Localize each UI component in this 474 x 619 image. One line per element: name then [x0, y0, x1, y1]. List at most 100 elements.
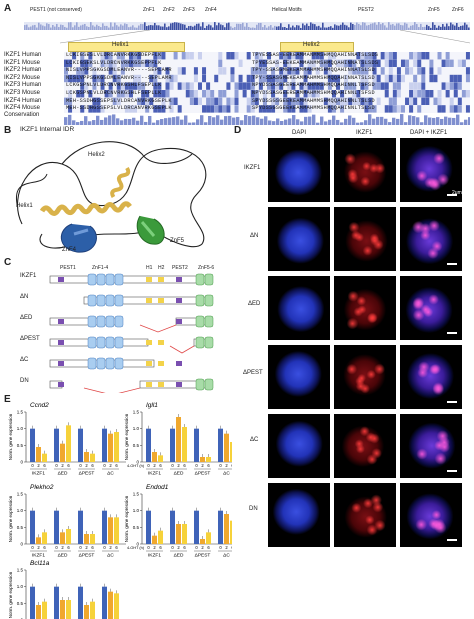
align-cell	[92, 74, 97, 83]
expression-bar	[36, 605, 41, 619]
track-tick	[154, 22, 156, 30]
align-cell	[327, 97, 332, 105]
align-cell	[145, 97, 150, 105]
conservation-bar	[416, 117, 420, 125]
track-tick	[114, 22, 116, 30]
align-cell	[417, 59, 422, 67]
align-cell	[372, 67, 377, 75]
align-cell	[169, 105, 174, 113]
y-tick-label: 1.5	[17, 410, 24, 415]
conservation-bar	[172, 117, 176, 125]
align-cell	[262, 90, 267, 98]
align-cell	[392, 90, 397, 98]
track-tick	[230, 26, 232, 30]
align-cell	[189, 97, 194, 105]
align-cell	[400, 105, 405, 113]
align-cell	[336, 74, 341, 83]
align-cell	[68, 90, 73, 98]
y-tick-label: 0	[136, 542, 139, 547]
znf-box	[114, 336, 124, 349]
align-cell	[279, 74, 284, 83]
y-tick-label: 1.5	[17, 568, 24, 573]
align-cell	[441, 82, 446, 90]
align-cell	[68, 59, 73, 67]
expression-bar	[54, 428, 59, 462]
align-cell	[100, 82, 105, 90]
conservation-bar	[124, 118, 128, 125]
conservation-bar	[136, 120, 140, 125]
microscopy-col-ikzf1: IKZF1	[356, 130, 373, 136]
conservation-bar	[164, 118, 168, 125]
align-cell	[392, 52, 397, 60]
track-tick	[178, 22, 180, 30]
align-cell	[291, 74, 296, 83]
align-cell	[287, 52, 292, 60]
align-cell	[307, 105, 312, 113]
align-cell	[465, 67, 470, 75]
track-tick	[414, 22, 416, 30]
track-tick	[140, 23, 142, 30]
track-tick	[30, 26, 32, 30]
ikzf1-image	[334, 276, 396, 340]
znf5-domain	[136, 215, 165, 245]
conservation-bar	[284, 119, 288, 125]
align-cell	[356, 52, 361, 60]
h2-box	[158, 277, 164, 282]
track-tick	[50, 27, 52, 30]
expression-bar	[30, 428, 35, 462]
track-tick	[314, 24, 316, 30]
helix1-label: Helix1	[112, 42, 129, 48]
align-cell	[169, 74, 174, 83]
align-cell	[267, 52, 271, 60]
track-tick	[220, 24, 222, 30]
align-cell	[291, 105, 296, 113]
expression-bar	[114, 517, 119, 544]
expression-bar	[108, 517, 113, 544]
y-tick-label: 0.5	[17, 601, 24, 606]
seq-row: TPY-SSASGMEKEAMMAHMMSHMQQAHINNATSLSD	[252, 74, 375, 81]
znf-box	[114, 357, 124, 370]
align-cell	[153, 105, 158, 113]
timepoint-label: 2	[225, 463, 228, 468]
track-tick	[336, 25, 338, 30]
track-tick	[348, 27, 350, 30]
align-cell	[368, 52, 373, 60]
align-cell	[157, 67, 162, 75]
chart-title: Bcl11a	[30, 560, 50, 567]
track-tick	[294, 27, 296, 30]
track-tick	[398, 23, 400, 30]
conservation-bar	[448, 117, 452, 125]
pest2-box	[176, 382, 182, 387]
track-tick	[158, 25, 160, 30]
track-tick	[346, 25, 348, 30]
align-cell	[461, 59, 466, 67]
align-cell	[319, 82, 324, 90]
timepoint-label: 2	[85, 545, 88, 550]
align-cell	[360, 52, 365, 60]
construct-label: ΔPEST	[20, 336, 40, 342]
align-cell	[429, 90, 434, 98]
znf-box	[105, 336, 115, 349]
timepoint-label: 6	[207, 545, 210, 550]
align-cell	[315, 67, 320, 75]
timepoint-label: 0	[103, 545, 106, 550]
align-cell	[92, 105, 97, 113]
conservation-bar	[428, 117, 432, 125]
align-cell	[271, 82, 276, 90]
track-tick	[440, 26, 442, 30]
domain-track	[24, 10, 470, 32]
track-tick	[200, 26, 202, 30]
helix2-box	[280, 42, 354, 52]
align-cell	[356, 97, 361, 105]
construct-header-h2: H2	[158, 265, 165, 271]
expression-bar	[30, 586, 35, 619]
track-tick	[388, 22, 390, 30]
y-tick-label: 1.0	[17, 584, 24, 589]
align-cell	[88, 59, 93, 67]
align-cell	[396, 90, 401, 98]
panel-label-a: A	[4, 3, 12, 14]
align-cell	[283, 90, 288, 98]
conservation-bar	[300, 121, 304, 125]
conservation-bar	[304, 116, 308, 125]
align-cell	[88, 52, 93, 60]
